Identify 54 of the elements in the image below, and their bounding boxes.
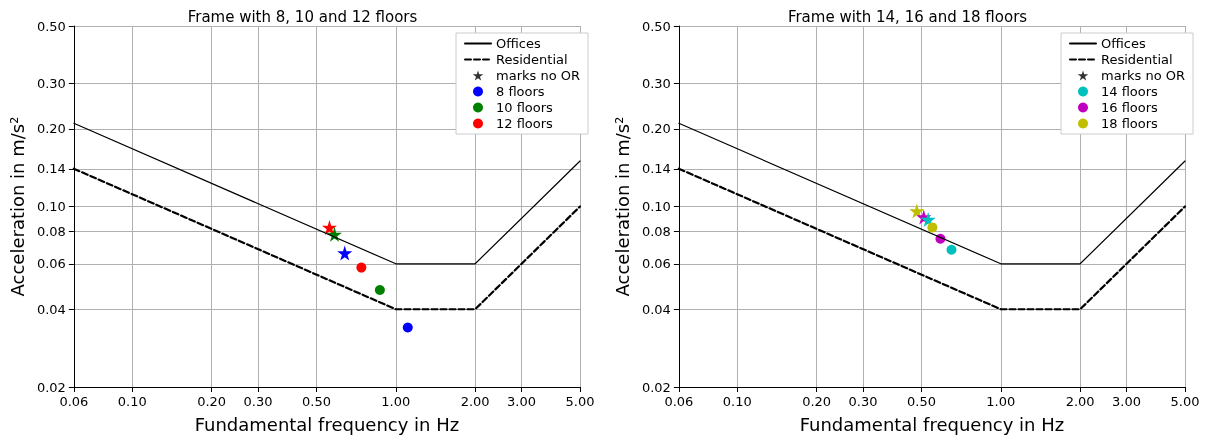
legend-label: 16 floors bbox=[1101, 100, 1159, 115]
x-tick-label: 2.00 bbox=[460, 394, 490, 409]
y-tick-label: 0.50 bbox=[36, 18, 66, 34]
x-tick-label: 2.00 bbox=[1065, 394, 1095, 409]
x-axis-title: Fundamental frequency in Hz bbox=[194, 413, 460, 435]
y-tick-label: 0.08 bbox=[641, 224, 671, 240]
y-tick-label: 0.14 bbox=[36, 161, 66, 177]
y-tick-label: 0.02 bbox=[641, 379, 671, 395]
x-tick-label: 5.00 bbox=[1170, 394, 1200, 409]
y-tick-label: 0.10 bbox=[641, 199, 671, 214]
x-tick-label: 3.00 bbox=[507, 394, 537, 409]
y-tick-label: 0.10 bbox=[36, 199, 66, 214]
y-tick-label: 0.50 bbox=[641, 18, 671, 34]
y-tick-label: 0.20 bbox=[36, 121, 66, 137]
legend-label: 8 floors bbox=[496, 84, 545, 99]
x-tick-label: 0.20 bbox=[197, 394, 227, 409]
y-tick-label: 0.30 bbox=[36, 75, 66, 91]
x-tick-label: 0.50 bbox=[302, 394, 331, 409]
chart-title: Frame with 14, 16 and 18 floors bbox=[787, 7, 1028, 26]
y-tick-label: 0.06 bbox=[36, 256, 66, 272]
x-tick-label: 0.30 bbox=[243, 394, 273, 409]
y-tick-label: 0.30 bbox=[641, 75, 671, 91]
x-axis-title: Fundamental frequency in Hz bbox=[799, 413, 1065, 435]
y-axis-title: Acceleration in m/s² bbox=[6, 116, 28, 297]
y-tick-label: 0.14 bbox=[641, 161, 671, 177]
legend-label: 12 floors bbox=[496, 116, 554, 131]
annotation: marks no OR bbox=[496, 68, 580, 83]
y-tick-label: 0.08 bbox=[36, 224, 66, 240]
chart-title: Frame with 8, 10 and 12 floors bbox=[187, 7, 418, 26]
x-tick-label: 5.00 bbox=[565, 394, 595, 409]
y-tick-label: 0.20 bbox=[641, 121, 671, 137]
x-tick-label: 0.06 bbox=[664, 394, 694, 409]
y-tick-label: 0.06 bbox=[641, 256, 671, 272]
x-tick-label: 0.10 bbox=[117, 394, 147, 409]
legend-label: 18 floors bbox=[1101, 116, 1159, 131]
y-tick-label: 0.04 bbox=[36, 301, 66, 317]
legend-label: Offices bbox=[1101, 36, 1146, 51]
x-tick-label: 0.30 bbox=[848, 394, 878, 409]
x-tick-label: 1.00 bbox=[986, 394, 1016, 409]
x-tick-label: 0.20 bbox=[802, 394, 832, 409]
y-tick-label: 0.02 bbox=[36, 379, 66, 395]
legend-label: 14 floors bbox=[1101, 84, 1159, 99]
x-tick-label: 1.00 bbox=[381, 394, 411, 409]
legend-label: 10 floors bbox=[496, 100, 554, 115]
annotation: marks no OR bbox=[1101, 68, 1185, 83]
x-tick-label: 0.06 bbox=[59, 394, 89, 409]
legend-label: Residential bbox=[496, 52, 568, 67]
y-axis-title: Acceleration in m/s² bbox=[611, 116, 633, 297]
x-tick-label: 3.00 bbox=[1112, 394, 1142, 409]
legend-label: Residential bbox=[1101, 52, 1173, 67]
legend-label: Offices bbox=[496, 36, 541, 51]
x-tick-label: 0.50 bbox=[907, 394, 936, 409]
y-tick-label: 0.04 bbox=[641, 301, 671, 317]
x-tick-label: 0.10 bbox=[722, 394, 752, 409]
